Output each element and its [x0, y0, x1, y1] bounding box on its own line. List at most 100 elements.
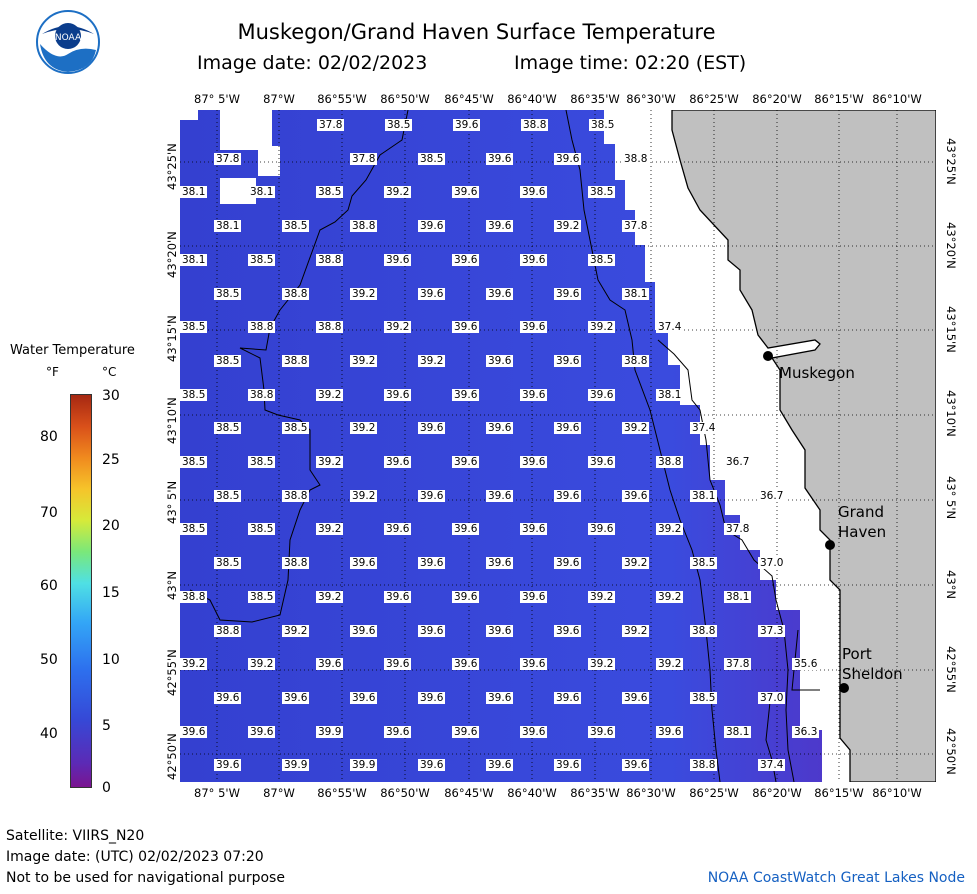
temperature-value-label: 39.6 — [452, 253, 480, 266]
temperature-value-label: 38.5 — [316, 186, 344, 199]
lon-bottom-label: 86°35'W — [570, 786, 620, 800]
temperature-value-label: 38.1 — [724, 590, 752, 603]
map-title: Muskegon/Grand Haven Surface Temperature — [237, 20, 716, 44]
temperature-value-label: 39.6 — [418, 759, 446, 772]
legend-c-tick: 10 — [102, 652, 120, 668]
nodata-patch — [258, 146, 280, 176]
temperature-value-label: 39.6 — [214, 691, 242, 704]
temperature-value-label: 37.4 — [656, 321, 684, 334]
lat-left-label: 43°20'N — [165, 231, 179, 278]
temperature-value-label: 39.2 — [622, 557, 650, 570]
temperature-value-label: 39.6 — [384, 388, 412, 401]
noaa-logo: NOAA — [36, 10, 100, 74]
lon-top-label: 86°15'W — [814, 92, 864, 106]
temperature-value-label: 39.6 — [554, 557, 582, 570]
temperature-value-label: 39.6 — [384, 456, 412, 468]
temperature-value-label: 39.6 — [452, 725, 480, 738]
temperature-value-label: 37.8 — [317, 119, 345, 131]
temperature-value-label: 38.8 — [248, 388, 276, 401]
lat-left-label: 43°25'N — [165, 143, 179, 190]
temperature-value-label: 38.5 — [385, 119, 413, 131]
temperature-value-label: 39.2 — [180, 658, 208, 671]
temperature-value-label: 37.4 — [758, 759, 786, 772]
lon-top-label: 87°W — [263, 92, 295, 106]
temperature-value-label: 39.2 — [350, 489, 378, 502]
lat-left-label: 43°N — [165, 571, 179, 600]
lon-bottom-label: 87°W — [263, 786, 295, 800]
lon-top-label: 86°45'W — [444, 92, 494, 106]
temperature-value-label: 38.1 — [690, 489, 718, 502]
lon-top-label: 86°25'W — [689, 92, 739, 106]
temperature-value-label: 39.6 — [486, 557, 514, 570]
legend-c-tick: 15 — [102, 585, 120, 601]
map-frame[interactable]: 37.8 38.5 39.6 38.8 38.5 37.8 37.8 38.5 39.6 39.6… — [180, 110, 936, 782]
temperature-value-label: 39.2 — [622, 624, 650, 637]
nodata-patch — [220, 120, 260, 150]
temperature-value-label: 38.8 — [316, 253, 344, 266]
temperature-value-label: 38.8 — [521, 119, 549, 131]
temperature-value-label: 38.5 — [180, 321, 208, 334]
temperature-value-label: 35.6 — [792, 658, 820, 671]
temperature-value-label: 39.6 — [486, 287, 514, 300]
legend-title: Water Temperature — [10, 343, 135, 358]
temperature-value-label: 38.1 — [214, 220, 242, 233]
temperature-value-label: 37.0 — [758, 691, 786, 704]
lat-right-label: 43°25'N — [944, 138, 958, 185]
temperature-value-label: 39.6 — [452, 186, 480, 199]
temperature-value-label: 39.9 — [350, 759, 378, 772]
lon-bottom-label: 87° 5'W — [194, 786, 240, 800]
temperature-value-label: 38.8 — [248, 321, 276, 334]
lat-left-label: 42°55'N — [165, 649, 179, 696]
temperature-value-label: 39.2 — [418, 354, 446, 367]
temperature-value-label: 39.6 — [520, 321, 548, 334]
temperature-value-label: 37.8 — [622, 220, 650, 233]
temperature-value-label: 38.8 — [690, 624, 718, 637]
temperature-value-label: 39.6 — [622, 759, 650, 772]
temperature-value-label: 39.2 — [588, 321, 616, 334]
temperature-value-label: 39.6 — [554, 422, 582, 435]
temperature-value-label: 37.8 — [214, 152, 242, 165]
lon-top-label: 87° 5'W — [194, 92, 240, 106]
temperature-value-label: 39.6 — [418, 624, 446, 637]
temperature-value-label: 36.7 — [758, 489, 786, 502]
legend-f-tick: 60 — [40, 578, 58, 594]
temperature-value-label: 38.5 — [214, 354, 242, 367]
temperature-value-label: 37.8 — [724, 523, 752, 536]
temperature-value-label: 39.2 — [316, 388, 344, 401]
legend-unit-f: °F — [46, 365, 59, 379]
lon-top-label: 86°35'W — [570, 92, 620, 106]
temperature-value-label: 38.1 — [622, 287, 650, 300]
legend-f-tick: 40 — [40, 726, 58, 742]
temperature-grid: 37.8 38.5 39.6 38.8 38.5 37.8 37.8 38.5 39.6 39.6… — [180, 110, 936, 782]
temperature-value-label: 38.5 — [690, 691, 718, 704]
temperature-value-label: 39.6 — [554, 691, 582, 704]
lon-bottom-label: 86°15'W — [814, 786, 864, 800]
lon-bottom-label: 86°55'W — [317, 786, 367, 800]
temperature-value-label: 38.1 — [248, 186, 276, 199]
temperature-value-label: 38.5 — [690, 557, 718, 570]
temperature-value-label: 38.5 — [588, 186, 616, 199]
temperature-value-label: 37.3 — [758, 624, 786, 637]
temperature-value-label: 39.6 — [622, 691, 650, 704]
temperature-value-label: 38.8 — [690, 759, 718, 772]
temperature-value-label: 39.6 — [486, 624, 514, 637]
temperature-value-label: 38.5 — [214, 422, 242, 435]
temperature-value-label: 39.6 — [452, 590, 480, 603]
lat-left-label: 43°15'N — [165, 315, 179, 362]
image-time-label: Image time: 02:20 (EST) — [514, 52, 747, 74]
temperature-value-label: 38.8 — [316, 321, 344, 334]
temperature-value-label: 39.6 — [520, 253, 548, 266]
temperature-value-label: 39.2 — [656, 523, 684, 536]
temperature-value-label: 39.2 — [588, 658, 616, 671]
lon-top-label: 86°20'W — [752, 92, 802, 106]
temperature-value-label: 39.2 — [248, 658, 276, 671]
lon-bottom-label: 86°20'W — [752, 786, 802, 800]
temperature-value-label: 38.5 — [180, 456, 208, 468]
lon-bottom-label: 86°10'W — [872, 786, 922, 800]
lon-bottom-label: 86°50'W — [380, 786, 430, 800]
temperature-value-label: 39.6 — [520, 186, 548, 199]
temperature-value-label: 39.6 — [418, 691, 446, 704]
temperature-value-label: 39.6 — [350, 557, 378, 570]
temperature-value-label: 39.2 — [622, 422, 650, 435]
legend-f-tick: 70 — [40, 505, 58, 521]
